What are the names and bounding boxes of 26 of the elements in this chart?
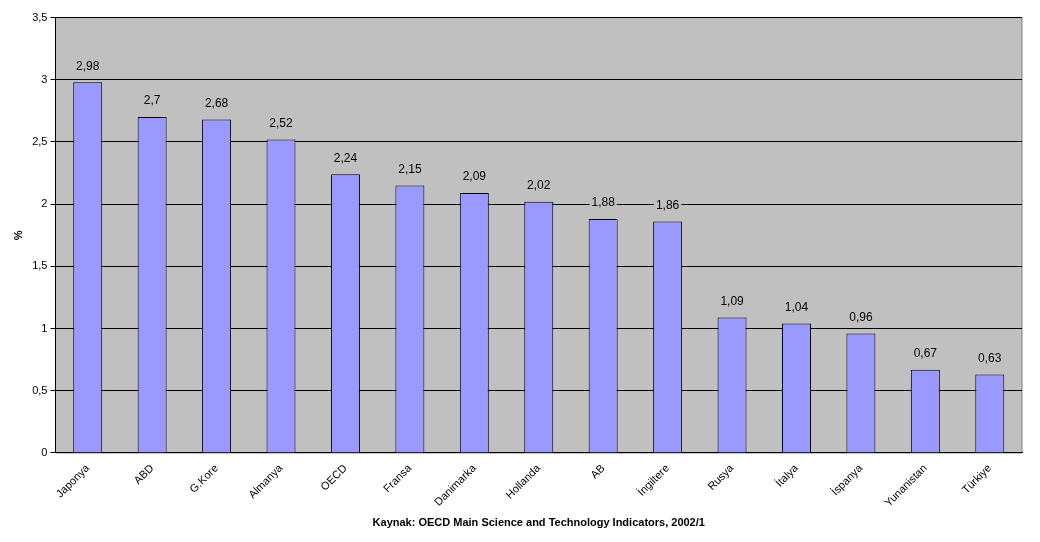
data-label: 2,15 — [398, 161, 422, 176]
data-label: 2,02 — [527, 178, 551, 193]
data-label: 2,7 — [143, 93, 161, 108]
y-tick-label: 2,5 — [32, 135, 48, 148]
y-tick-label: 1,5 — [32, 259, 48, 272]
data-label: 1,09 — [720, 293, 745, 308]
y-tick-label: 1 — [41, 321, 48, 334]
data-label: 2,98 — [76, 58, 100, 73]
y-tick-label: 3,5 — [32, 10, 48, 23]
x-axis-title: Kaynak: OECD Main Science and Technology Indicators, 2002/1 — [372, 516, 705, 529]
data-label: 1,86 — [655, 197, 680, 212]
data-label: 1,88 — [591, 195, 616, 210]
data-label: 2,52 — [269, 115, 294, 130]
data-label: 2,24 — [333, 150, 358, 165]
x-tick-label: AB — [587, 461, 607, 481]
data-label: 0,96 — [849, 309, 873, 324]
data-label: 0,67 — [913, 345, 938, 360]
data-label: 2,68 — [204, 95, 229, 110]
data-label: 1,04 — [784, 299, 809, 314]
y-tick-label: 0 — [41, 446, 48, 459]
data-label: 0,63 — [978, 350, 1002, 365]
data-label: 2,09 — [462, 169, 487, 184]
y-tick-label: 2 — [41, 197, 48, 210]
y-tick-label: 3 — [41, 72, 48, 85]
y-tick-label: 0,5 — [32, 383, 48, 396]
y-axis-title: % — [11, 230, 24, 241]
